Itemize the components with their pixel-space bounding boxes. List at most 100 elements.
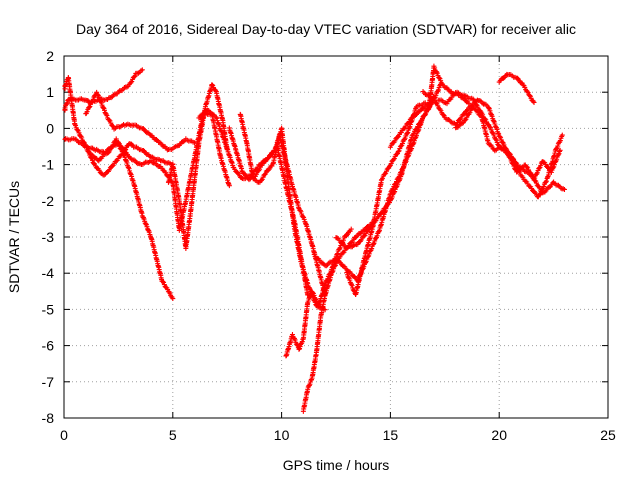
data-point — [532, 175, 538, 181]
data-point — [369, 246, 375, 252]
data-point — [473, 107, 479, 113]
data-point — [146, 229, 152, 235]
data-point — [96, 95, 102, 101]
data-point — [257, 166, 263, 172]
data-point — [79, 135, 85, 141]
y-tick-label: -1 — [42, 157, 55, 173]
x-axis-label: GPS time / hours — [283, 457, 390, 473]
data-point — [395, 181, 401, 187]
data-point — [387, 163, 393, 169]
data-point — [517, 169, 523, 175]
data-point — [106, 117, 112, 123]
data-point — [436, 75, 442, 81]
data-point — [181, 139, 187, 145]
y-tick-label: -5 — [42, 301, 55, 317]
data-point — [104, 113, 110, 119]
data-point — [466, 100, 472, 106]
data-point — [170, 296, 176, 302]
data-point — [515, 75, 521, 81]
tick-layer: 0 5 10 15 20 25 -8 -7 -6 -5 -4 -3 -2 -1 0 1 2 — [42, 48, 616, 443]
data-point — [435, 87, 441, 93]
data-point — [109, 123, 115, 129]
y-axis-label: SDTVAR / TECUs — [6, 181, 22, 293]
data-point — [311, 292, 317, 298]
data-point — [459, 120, 465, 126]
data-point — [433, 100, 439, 106]
data-point — [307, 286, 313, 292]
data-point — [412, 112, 418, 118]
data-point — [336, 246, 342, 252]
data-point — [143, 221, 149, 227]
data-point — [153, 137, 159, 143]
data-point — [262, 171, 268, 177]
data-point — [226, 183, 232, 189]
data-point — [305, 281, 311, 287]
series-arc-19 — [496, 71, 537, 105]
data-point — [462, 117, 468, 123]
data-point — [525, 90, 531, 96]
data-point — [300, 214, 306, 220]
data-point — [292, 337, 298, 343]
data-point — [113, 136, 119, 142]
series-arc-9 — [237, 111, 328, 298]
data-point — [310, 290, 316, 296]
data-point — [370, 241, 376, 247]
data-point — [543, 179, 549, 185]
data-point — [103, 150, 109, 156]
data-point — [83, 145, 89, 151]
y-tick-label: 2 — [46, 48, 54, 64]
data-point — [298, 209, 304, 215]
data-point — [301, 216, 307, 222]
data-point — [75, 127, 81, 133]
chart-title: Day 364 of 2016, Sidereal Day-to-day VTE… — [76, 21, 576, 37]
data-point — [534, 170, 540, 176]
x-tick-label: 0 — [60, 427, 68, 443]
x-tick-label: 5 — [169, 427, 177, 443]
data-point — [434, 70, 440, 76]
data-point — [132, 73, 138, 79]
data-point — [397, 176, 403, 182]
data-point — [387, 191, 393, 197]
data-point — [519, 165, 525, 171]
data-point — [258, 177, 264, 183]
data-point — [374, 233, 380, 239]
data-point — [561, 186, 567, 192]
x-tick-label: 15 — [383, 427, 399, 443]
data-point — [413, 126, 419, 132]
data-point — [541, 183, 547, 189]
data-point — [531, 99, 537, 105]
data-point — [392, 189, 398, 195]
data-point — [348, 226, 354, 232]
data-point — [487, 124, 493, 130]
y-tick-label: -7 — [42, 374, 55, 390]
data-point — [382, 171, 388, 177]
data-point — [550, 165, 556, 171]
series-arc-16 — [420, 89, 567, 196]
data-point — [501, 75, 507, 81]
data-point — [524, 164, 530, 170]
data-point — [464, 108, 470, 114]
series-arc-18 — [453, 103, 565, 200]
data-point — [553, 146, 559, 152]
data-point — [192, 140, 198, 146]
y-tick-label: -8 — [42, 410, 55, 426]
data-point — [497, 134, 503, 140]
data-point — [538, 162, 544, 168]
data-point — [139, 67, 145, 73]
series-arc-10 — [283, 226, 354, 359]
data-point — [395, 134, 401, 140]
data-point — [432, 65, 438, 71]
data-point — [537, 192, 543, 198]
data-point — [113, 158, 119, 164]
data-point — [557, 147, 563, 153]
series-arc-12 — [311, 81, 443, 284]
data-point — [440, 112, 446, 118]
data-point — [529, 172, 535, 178]
data-point — [378, 210, 384, 216]
y-tick-label: 0 — [46, 120, 54, 136]
y-tick-label: -3 — [42, 229, 55, 245]
data-point — [491, 132, 497, 138]
data-point — [322, 281, 328, 287]
data-point — [510, 155, 516, 161]
data-point — [361, 233, 367, 239]
